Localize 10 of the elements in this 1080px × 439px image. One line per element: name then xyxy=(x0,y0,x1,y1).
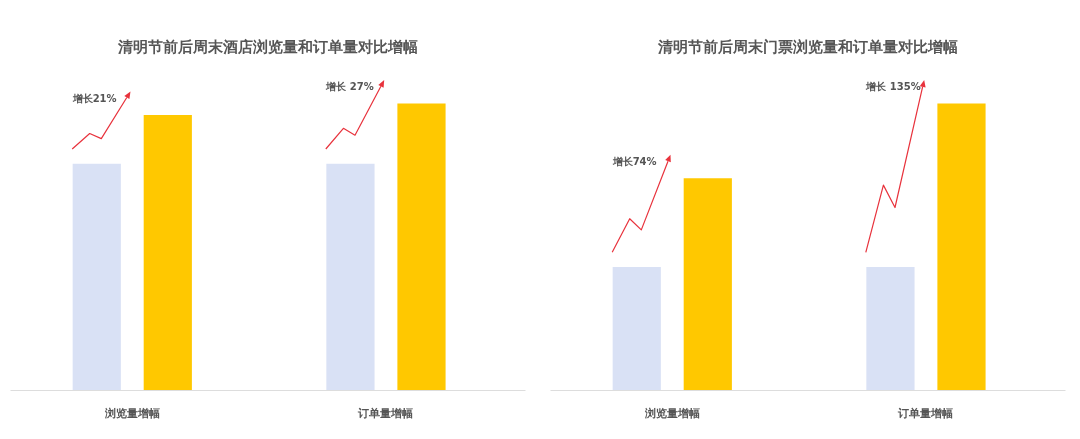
x-tick-label: 订单量增幅 xyxy=(357,406,414,420)
annotation: 增长21% xyxy=(71,92,117,104)
text: 增长 27% xyxy=(325,81,374,93)
annotation: 增长74% xyxy=(611,155,657,167)
chart-title: 清明节前后周末酒店浏览量和订单量对比增幅 xyxy=(117,37,418,56)
x-tick-label: 浏览量增幅 xyxy=(103,406,160,420)
x-tick-label: 订单量增幅 xyxy=(897,406,954,420)
text: 增长 135% xyxy=(865,81,921,93)
chart-title: 清明节前后周末门票浏览量和订单量对比增幅 xyxy=(657,37,958,56)
x-tick-label: 浏览量增幅 xyxy=(643,406,700,420)
